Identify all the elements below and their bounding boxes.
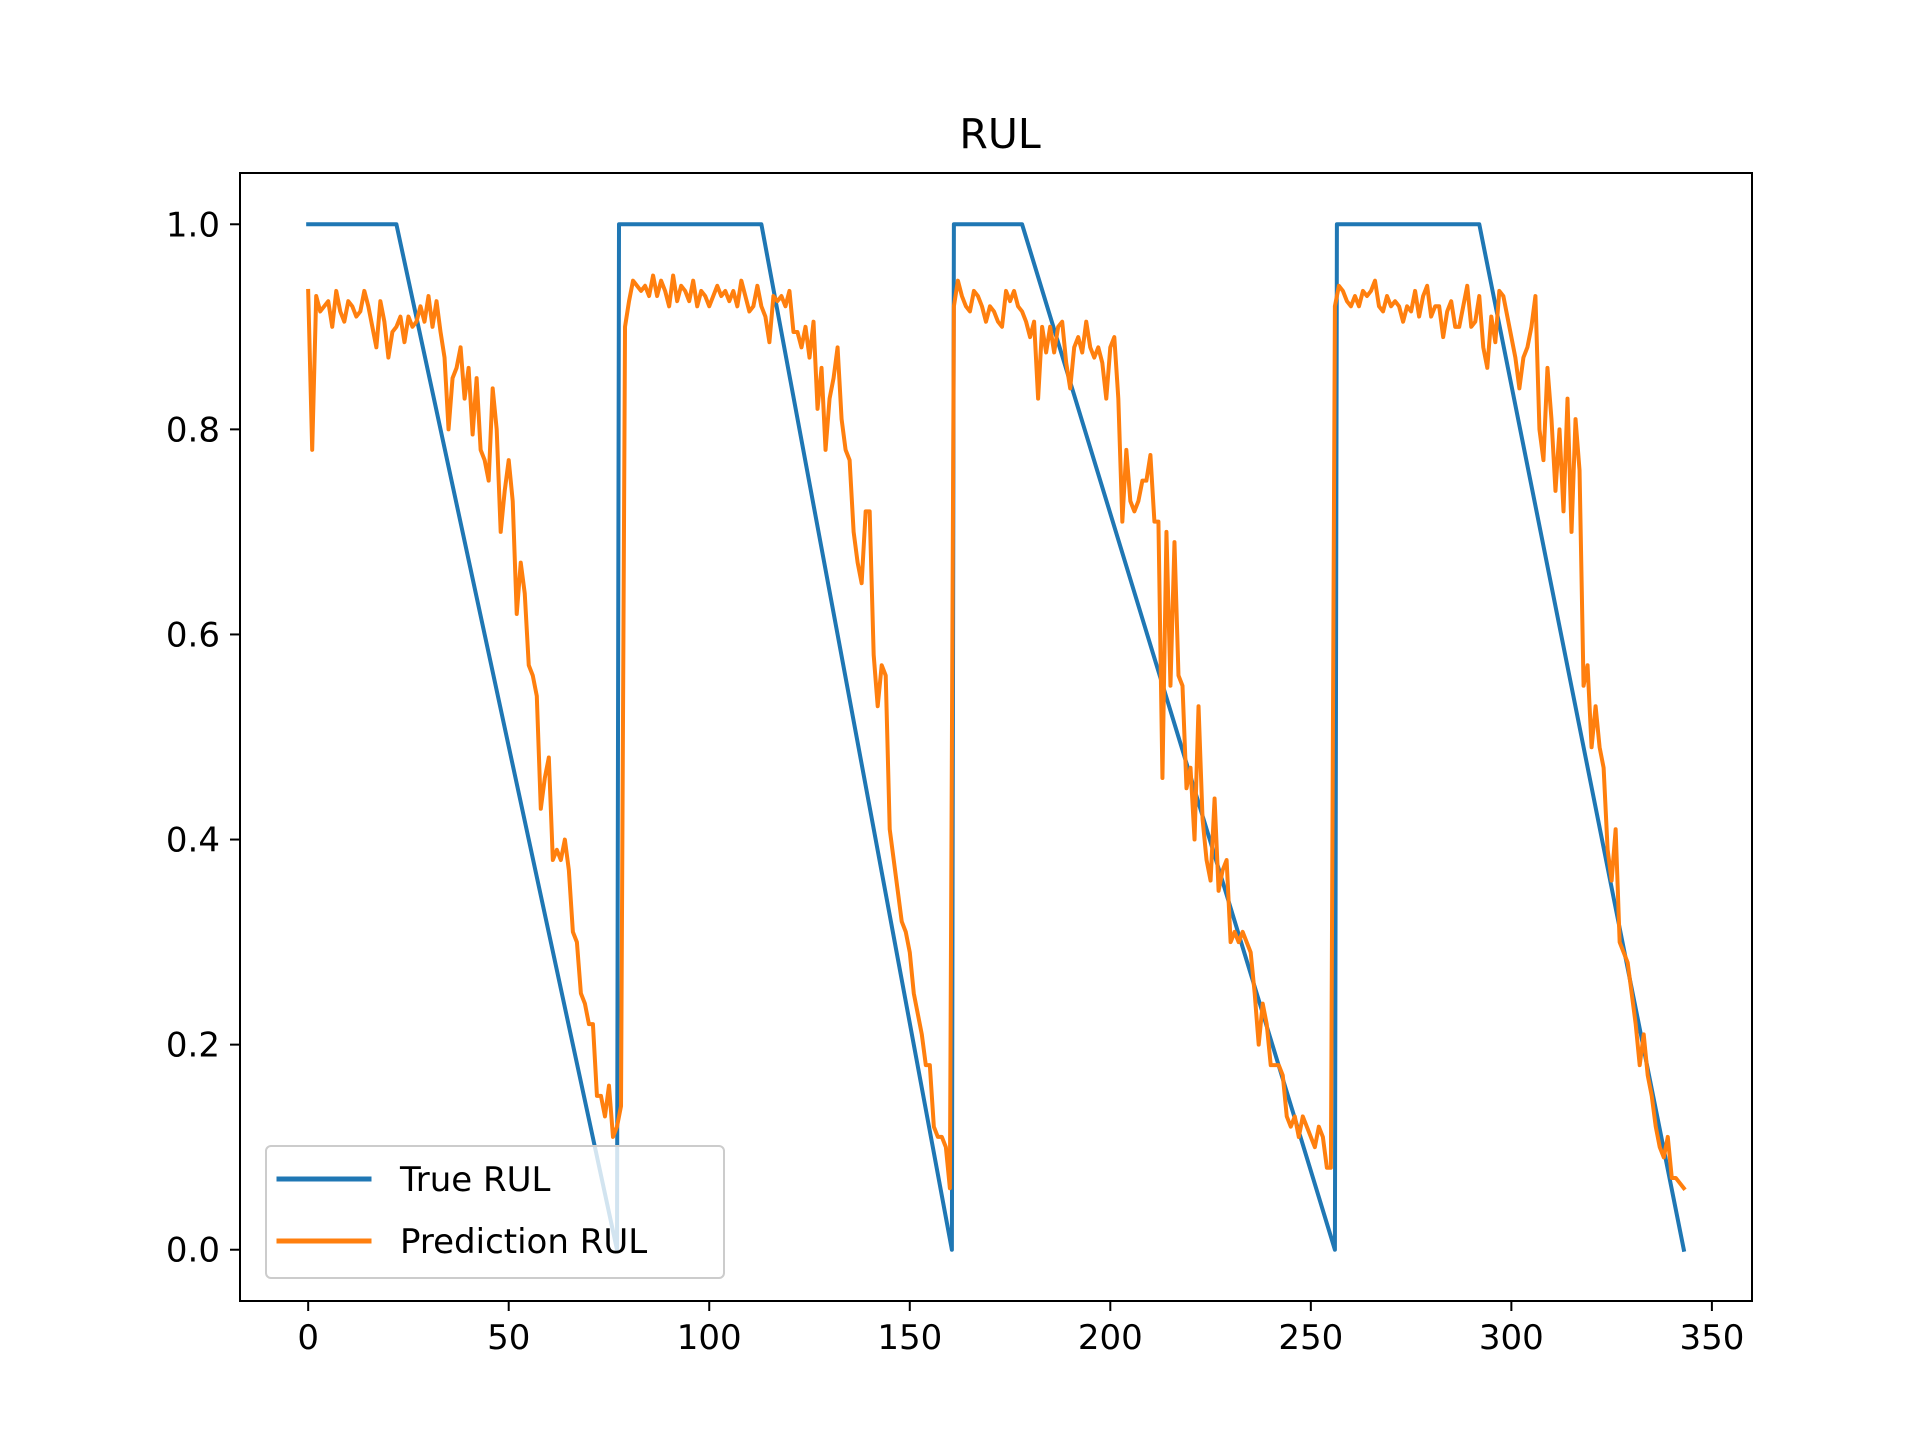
x-tick-label: 250 bbox=[1278, 1318, 1343, 1358]
legend: True RUL Prediction RUL bbox=[265, 1145, 725, 1279]
legend-box bbox=[265, 1145, 725, 1279]
axis-layer: 0 50 100 150 200 250 300 350 0.0 0.2 0.4 0.6 0.8 1.0 bbox=[166, 205, 1744, 1358]
y-tick-label: 0.0 bbox=[166, 1231, 220, 1271]
x-tick-label: 300 bbox=[1479, 1318, 1544, 1358]
plot-frame bbox=[239, 172, 1753, 1302]
y-tick-label: 0.4 bbox=[166, 821, 220, 861]
y-tick-label: 0.8 bbox=[166, 410, 220, 450]
y-tick-label: 0.2 bbox=[166, 1026, 220, 1066]
legend-label-true-rul: True RUL bbox=[399, 1160, 551, 1200]
x-tick-label: 0 bbox=[297, 1318, 319, 1358]
chart-title: RUL bbox=[959, 110, 1040, 158]
y-tick-label: 0.6 bbox=[166, 615, 220, 655]
plot-layer bbox=[306, 222, 1687, 1253]
y-tick-label: 1.0 bbox=[166, 205, 220, 245]
series-line-prediction-rul bbox=[306, 273, 1687, 1192]
legend-label-prediction-rul: Prediction RUL bbox=[400, 1222, 647, 1262]
x-tick-label: 350 bbox=[1679, 1318, 1744, 1358]
x-tick-label: 200 bbox=[1078, 1318, 1143, 1358]
x-tick-label: 150 bbox=[877, 1318, 942, 1358]
x-tick-label: 100 bbox=[677, 1318, 742, 1358]
x-tick-label: 50 bbox=[487, 1318, 530, 1358]
